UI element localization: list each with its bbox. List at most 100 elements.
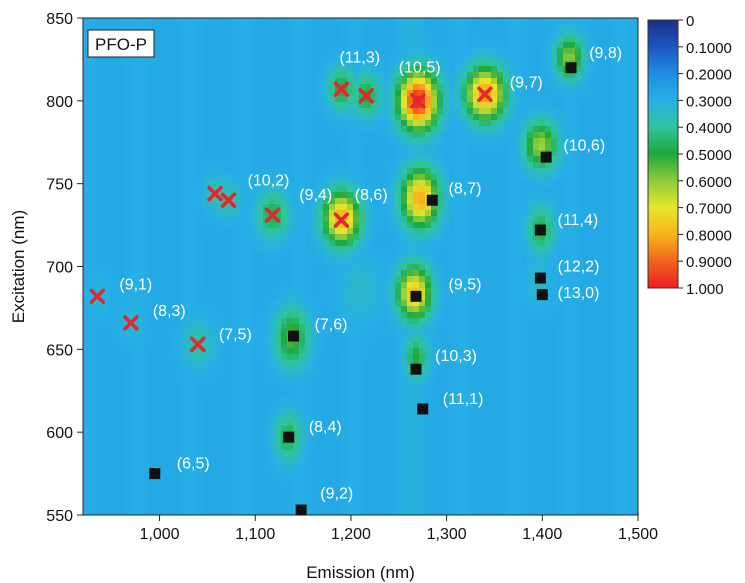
heatmap-cell bbox=[281, 312, 288, 319]
heatmap-cell bbox=[239, 270, 246, 277]
heatmap-cell bbox=[587, 108, 594, 115]
heatmap-cell bbox=[167, 240, 174, 247]
heatmap-cell bbox=[479, 150, 486, 157]
heatmap-cell bbox=[269, 66, 276, 73]
heatmap-cell bbox=[557, 258, 564, 265]
heatmap-cell bbox=[503, 96, 510, 103]
heatmap-cell bbox=[299, 96, 306, 103]
heatmap-cell bbox=[437, 276, 444, 283]
heatmap-cell bbox=[449, 234, 456, 241]
heatmap-cell bbox=[323, 288, 330, 295]
heatmap-cell bbox=[83, 336, 90, 343]
heatmap-cell bbox=[191, 240, 198, 247]
heatmap-cell bbox=[491, 48, 498, 55]
heatmap-cell bbox=[377, 246, 384, 253]
heatmap-cell bbox=[251, 120, 258, 127]
heatmap-cell bbox=[455, 294, 462, 301]
heatmap-cell bbox=[293, 198, 300, 205]
heatmap-cell bbox=[245, 144, 252, 151]
heatmap-cell bbox=[617, 120, 624, 127]
heatmap-cell bbox=[95, 138, 102, 145]
heatmap-cell bbox=[401, 126, 408, 133]
heatmap-cell bbox=[581, 288, 588, 295]
heatmap-cell bbox=[389, 90, 396, 97]
heatmap-cell bbox=[269, 336, 276, 343]
heatmap-cell bbox=[191, 48, 198, 55]
heatmap-cell bbox=[203, 78, 210, 85]
heatmap-cell bbox=[551, 264, 558, 271]
heatmap-cell bbox=[515, 144, 522, 151]
heatmap-cell bbox=[377, 72, 384, 79]
heatmap-cell bbox=[305, 126, 312, 133]
heatmap-cell bbox=[209, 210, 216, 217]
heatmap-cell bbox=[563, 36, 570, 43]
heatmap-cell bbox=[353, 24, 360, 31]
heatmap-cell bbox=[581, 30, 588, 37]
heatmap-cell bbox=[203, 66, 210, 73]
heatmap-cell bbox=[293, 318, 300, 325]
heatmap-cell bbox=[233, 168, 240, 175]
heatmap-cell bbox=[305, 36, 312, 43]
heatmap-cell bbox=[503, 162, 510, 169]
heatmap-cell bbox=[521, 258, 528, 265]
heatmap-cell bbox=[359, 42, 366, 49]
heatmap-cell bbox=[419, 108, 426, 115]
heatmap-cell bbox=[563, 282, 570, 289]
heatmap-cell bbox=[497, 180, 504, 187]
heatmap-cell bbox=[611, 270, 618, 277]
heatmap-cell bbox=[89, 204, 96, 211]
heatmap-cell bbox=[365, 294, 372, 301]
heatmap-cell bbox=[137, 180, 144, 187]
heatmap-cell bbox=[143, 174, 150, 181]
heatmap-cell bbox=[119, 180, 126, 187]
heatmap-cell bbox=[227, 60, 234, 67]
heatmap-cell bbox=[455, 318, 462, 325]
heatmap-cell bbox=[539, 126, 546, 133]
heatmap-cell bbox=[341, 120, 348, 127]
heatmap-cell bbox=[473, 306, 480, 313]
heatmap-cell bbox=[287, 228, 294, 235]
heatmap-cell bbox=[227, 318, 234, 325]
heatmap-cell bbox=[191, 60, 198, 67]
heatmap-cell bbox=[485, 24, 492, 31]
heatmap-cell bbox=[185, 144, 192, 151]
heatmap-cell bbox=[449, 144, 456, 151]
heatmap-cell bbox=[383, 312, 390, 319]
heatmap-cell bbox=[167, 90, 174, 97]
heatmap-cell bbox=[425, 108, 432, 115]
heatmap-cell bbox=[635, 294, 638, 301]
heatmap-cell bbox=[263, 228, 270, 235]
heatmap-cell bbox=[215, 54, 222, 61]
heatmap-cell bbox=[323, 318, 330, 325]
heatmap-cell bbox=[185, 18, 192, 25]
heatmap-cell bbox=[293, 216, 300, 223]
heatmap-cell bbox=[617, 306, 624, 313]
heatmap-cell bbox=[173, 198, 180, 205]
heatmap-cell bbox=[551, 300, 558, 307]
heatmap-cell bbox=[581, 84, 588, 91]
heatmap-cell bbox=[239, 78, 246, 85]
heatmap-cell bbox=[329, 144, 336, 151]
heatmap-cell bbox=[389, 216, 396, 223]
heatmap-cell bbox=[413, 18, 420, 25]
heatmap-cell bbox=[125, 222, 132, 229]
heatmap-cell bbox=[443, 312, 450, 319]
heatmap-cell bbox=[119, 24, 126, 31]
heatmap-cell bbox=[605, 228, 612, 235]
heatmap-cell bbox=[611, 78, 618, 85]
heatmap-cell bbox=[209, 102, 216, 109]
heatmap-cell bbox=[515, 306, 522, 313]
heatmap-cell bbox=[527, 234, 534, 241]
heatmap-cell bbox=[323, 324, 330, 331]
heatmap-cell bbox=[119, 258, 126, 265]
heatmap-cell bbox=[629, 54, 636, 61]
heatmap-cell bbox=[275, 114, 282, 121]
heatmap-cell bbox=[161, 258, 168, 265]
heatmap-cell bbox=[575, 258, 582, 265]
heatmap-cell bbox=[395, 84, 402, 91]
heatmap-cell bbox=[557, 264, 564, 271]
heatmap-cell bbox=[605, 84, 612, 91]
heatmap-cell bbox=[329, 156, 336, 163]
heatmap-cell bbox=[359, 234, 366, 241]
heatmap-cell bbox=[185, 312, 192, 319]
